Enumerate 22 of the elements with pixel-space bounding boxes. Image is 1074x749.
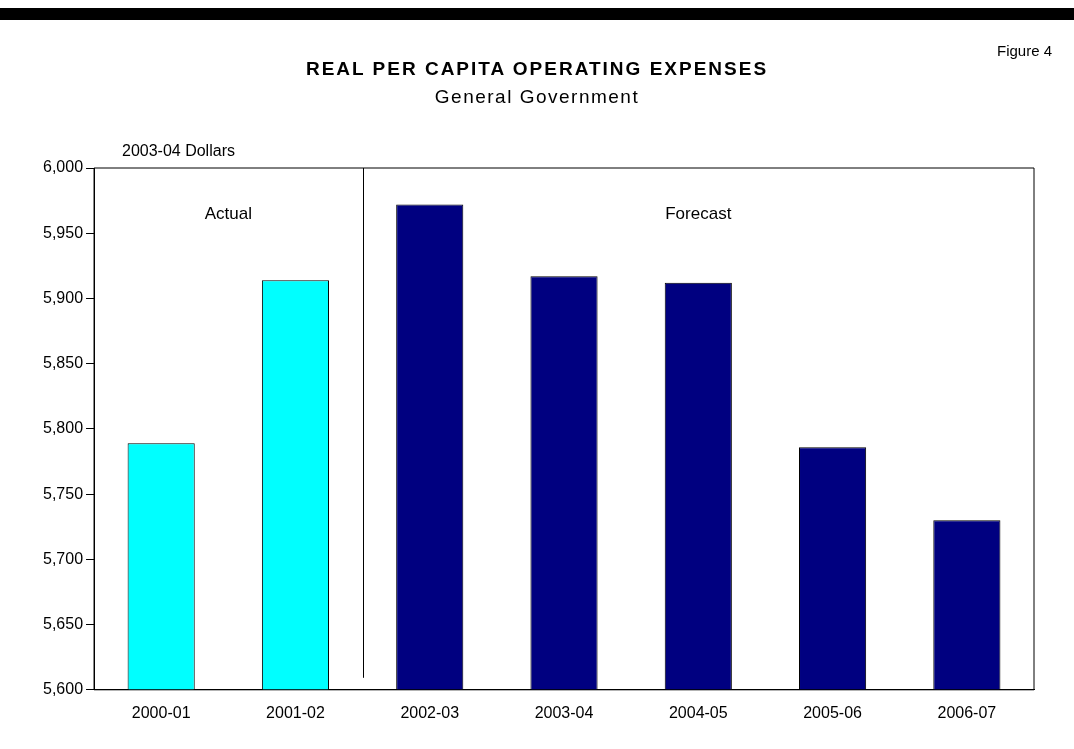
- x-tick-label: 2004-05: [668, 703, 728, 721]
- chart-subtitle: General Government: [433, 86, 641, 108]
- x-tick-label: 2001-02: [266, 703, 325, 721]
- annotation: Actual: [204, 204, 252, 223]
- y-tick-label: 5,750: [42, 484, 84, 502]
- y-tick-label: 5,800: [42, 419, 84, 437]
- y-tick-label: 5,600: [42, 680, 84, 698]
- x-tick-label: 2002-03: [400, 703, 460, 721]
- chart-title: REAL PER CAPITA OPERATING EXPENSES: [304, 58, 770, 80]
- y-tick-label: 5,900: [42, 288, 84, 306]
- annotation: Forecast: [665, 204, 732, 223]
- x-tick-label: 2003-04: [534, 703, 594, 721]
- y-tick-label: 6,000: [42, 158, 84, 176]
- x-tick-label: 2000-01: [131, 703, 191, 721]
- x-tick-label: 2006-07: [937, 703, 997, 721]
- x-tick-label: 2005-06: [803, 703, 863, 721]
- y-tick-label: 5,950: [42, 223, 84, 241]
- y-tick-label: 5,850: [42, 354, 84, 372]
- y-tick-label: 5,700: [42, 549, 84, 567]
- y-axis-title: 2003-04 Dollars: [122, 142, 235, 160]
- y-tick-label: 5,650: [42, 614, 84, 632]
- caption: Figure 4: [996, 42, 1052, 59]
